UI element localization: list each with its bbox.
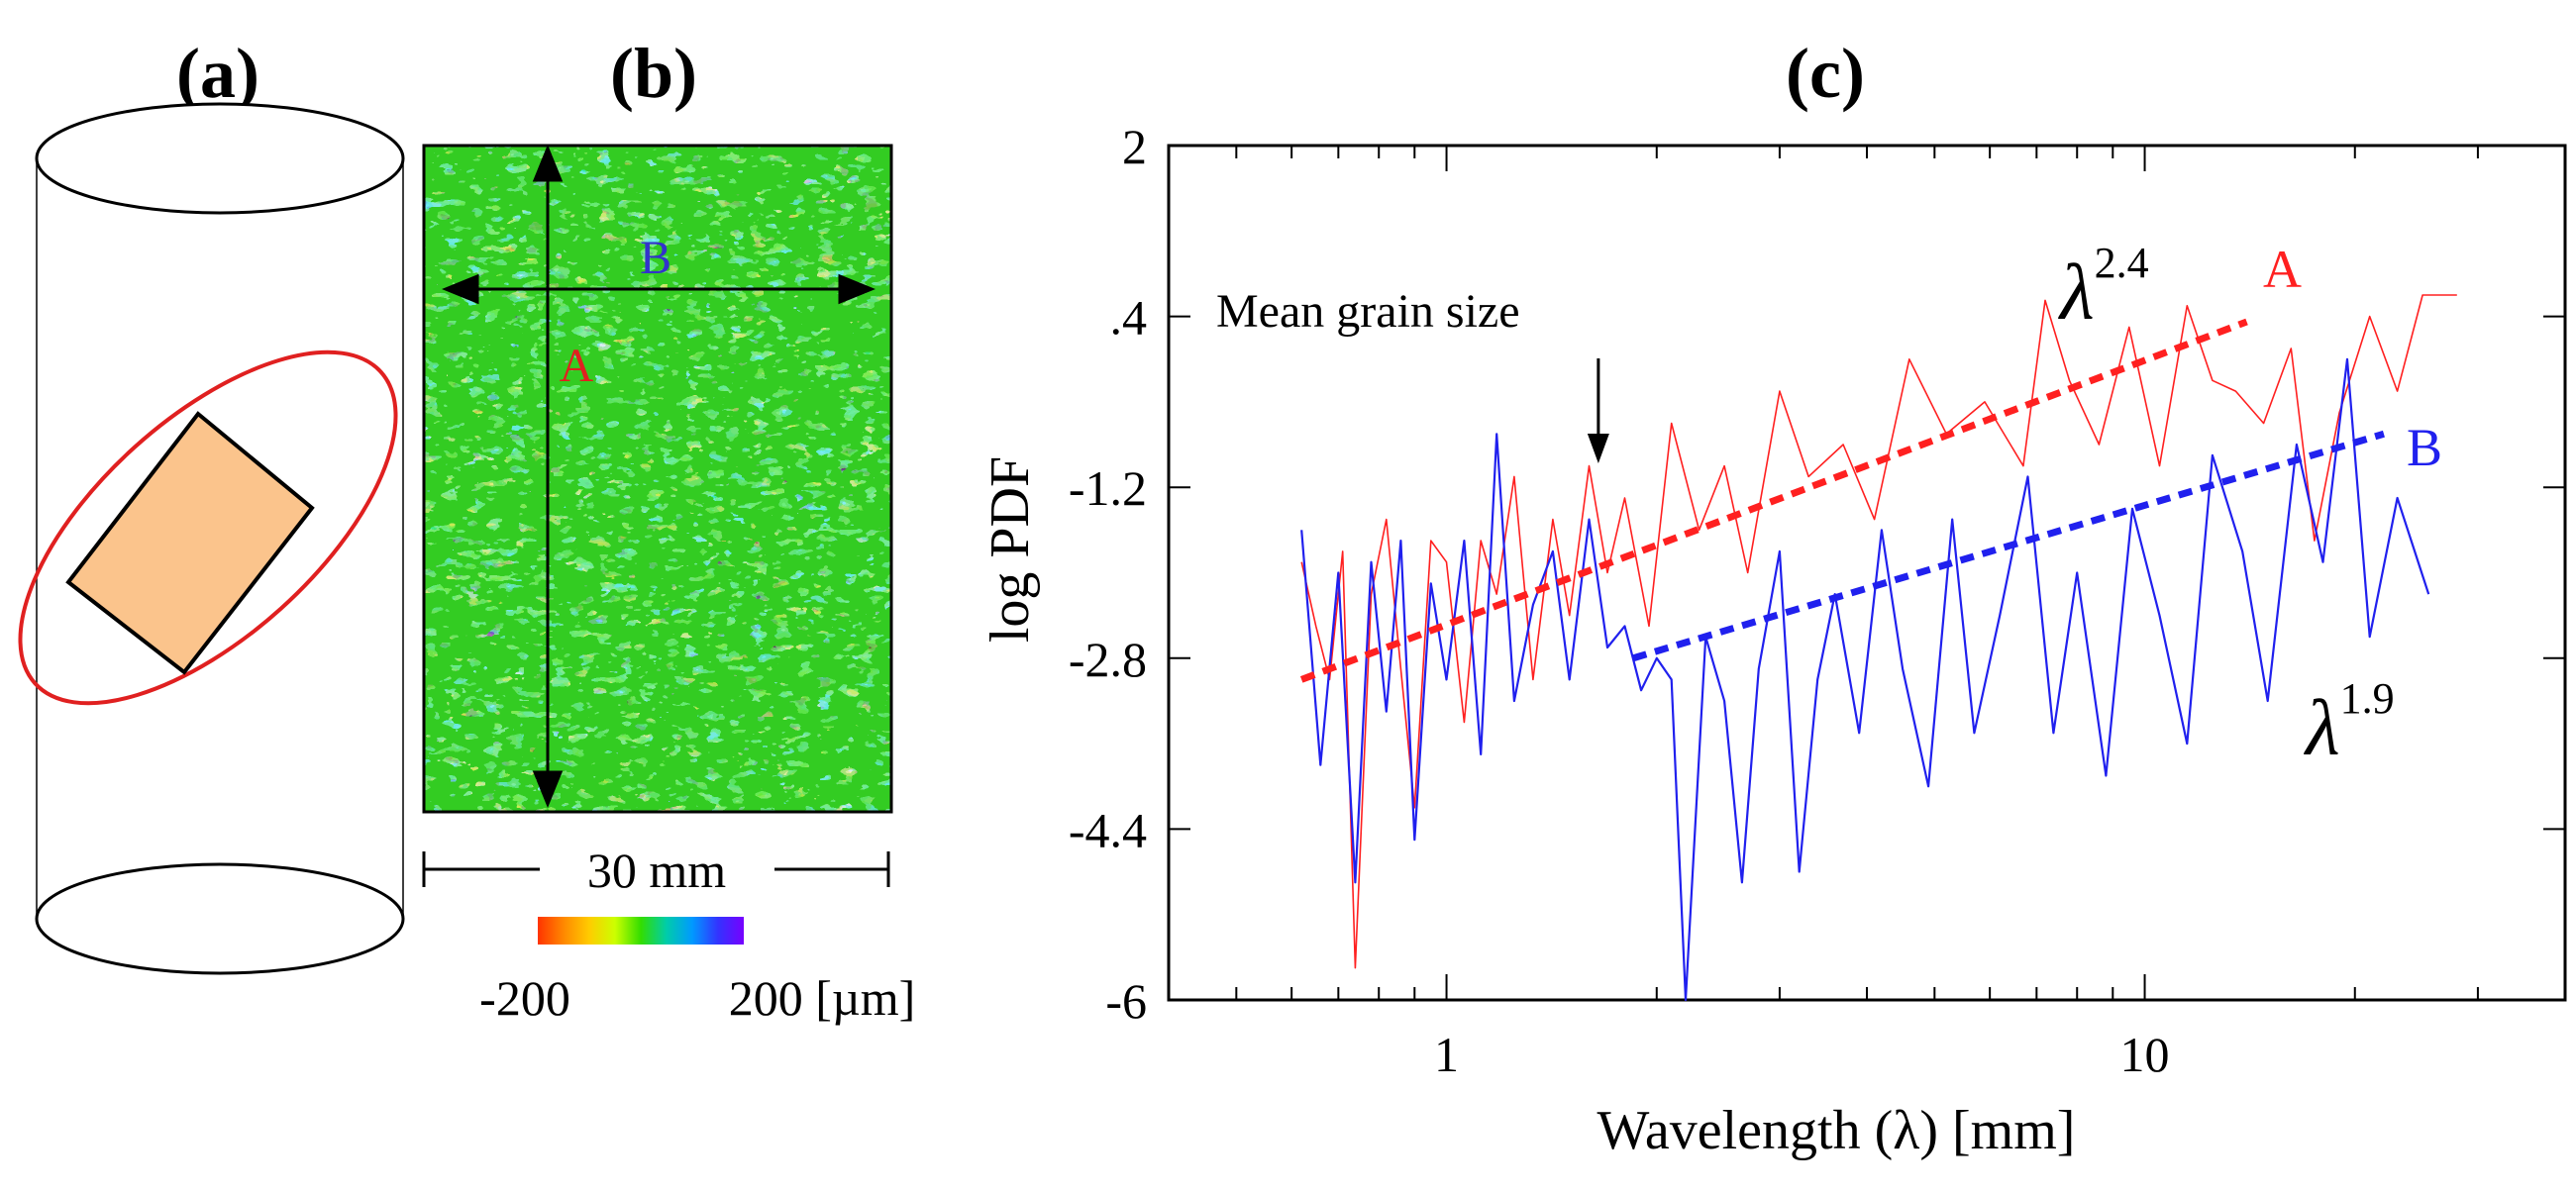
sample-surface-rectangle bbox=[68, 414, 312, 672]
y-tick-label: 2 bbox=[1122, 119, 1147, 174]
panel-c-label: (c) bbox=[1786, 34, 1865, 113]
cylinder-bottom-ellipse bbox=[37, 864, 403, 973]
x-axis-label: Wavelength (λ) [mm] bbox=[1597, 1100, 2076, 1161]
arrow-b-label: B bbox=[640, 232, 671, 284]
y-tick-label: .4 bbox=[1110, 290, 1148, 346]
colorbar-min-label: -200 bbox=[479, 970, 570, 1026]
plot-frame bbox=[1169, 146, 2565, 1000]
arrow-a-label: A bbox=[560, 340, 594, 392]
panel-b: (b) A B 30 mm -200 200 [µm] bbox=[424, 34, 915, 1026]
colorbar-max-label: 200 [µm] bbox=[729, 970, 916, 1026]
fit-b-exponent: 1.9 bbox=[2340, 674, 2395, 723]
series-a-label: A bbox=[2263, 240, 2302, 299]
x-tick-label: 10 bbox=[2120, 1027, 2170, 1082]
panel-a-label: (a) bbox=[176, 34, 259, 113]
fit-a-exponent: 2.4 bbox=[2095, 239, 2149, 287]
cylinder-diagram bbox=[0, 104, 454, 973]
y-tick-label: -2.8 bbox=[1069, 632, 1147, 687]
series-b-label: B bbox=[2407, 418, 2442, 477]
y-tick-label: -1.2 bbox=[1069, 460, 1147, 516]
mean-grain-size-annotation: Mean grain size bbox=[1216, 285, 1520, 338]
x-tick-label: 1 bbox=[1434, 1027, 1459, 1082]
figure: (a) (b) bbox=[0, 0, 2576, 1190]
scale-bar-label: 30 mm bbox=[587, 843, 726, 898]
y-tick-label: -4.4 bbox=[1069, 802, 1147, 857]
panel-b-label: (b) bbox=[610, 34, 697, 113]
colorbar bbox=[538, 917, 744, 945]
y-tick-label: -6 bbox=[1105, 973, 1147, 1029]
y-axis-label: log PDF bbox=[979, 456, 1041, 643]
cylinder-top-ellipse bbox=[37, 104, 403, 213]
panel-a: (a) bbox=[0, 34, 454, 973]
